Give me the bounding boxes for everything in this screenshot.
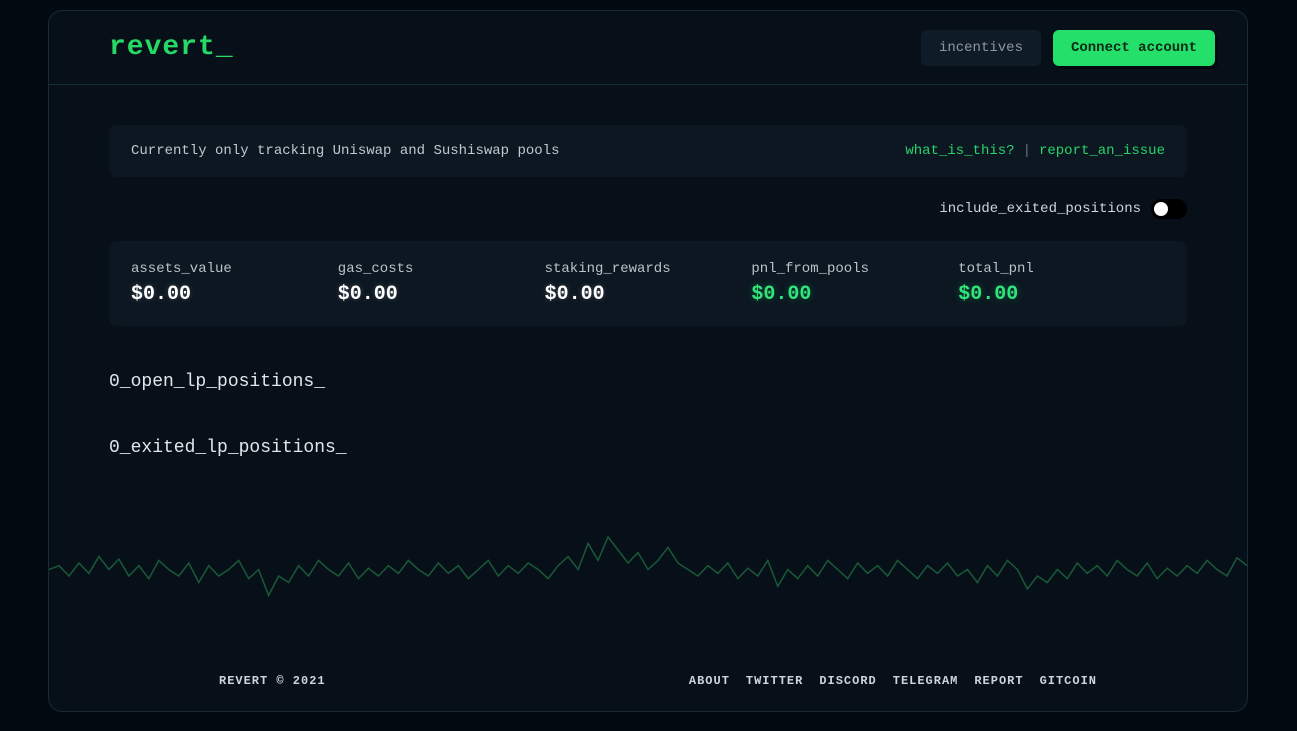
stat-value: $0.00 bbox=[751, 283, 958, 306]
stat-assets-value: assets_value $0.00 bbox=[131, 261, 338, 306]
footer-link-twitter[interactable]: TWITTER bbox=[746, 674, 803, 688]
stat-pnl-from-pools: pnl_from_pools $0.00 bbox=[751, 261, 958, 306]
stat-value: $0.00 bbox=[958, 283, 1165, 306]
stat-label: gas_costs bbox=[338, 261, 545, 277]
footer: REVERT © 2021 ABOUT TWITTER DISCORD TELE… bbox=[49, 651, 1247, 711]
stat-value: $0.00 bbox=[338, 283, 545, 306]
stat-value: $0.00 bbox=[545, 283, 752, 306]
stat-staking-rewards: staking_rewards $0.00 bbox=[545, 261, 752, 306]
toggle-knob bbox=[1154, 202, 1168, 216]
stat-label: staking_rewards bbox=[545, 261, 752, 277]
logo[interactable]: revert_ bbox=[109, 32, 234, 63]
main-content: Currently only tracking Uniswap and Sush… bbox=[49, 85, 1247, 458]
footer-copyright: REVERT © 2021 bbox=[219, 674, 326, 688]
stat-value: $0.00 bbox=[131, 283, 338, 306]
report-issue-link[interactable]: report_an_issue bbox=[1039, 143, 1165, 159]
stats-bar: assets_value $0.00 gas_costs $0.00 staki… bbox=[109, 241, 1187, 326]
header: revert_ incentives Connect account bbox=[49, 11, 1247, 85]
toggle-label: include_exited_positions bbox=[939, 201, 1141, 217]
footer-link-about[interactable]: ABOUT bbox=[689, 674, 730, 688]
include-exited-toggle[interactable] bbox=[1151, 199, 1187, 219]
footer-link-telegram[interactable]: TELEGRAM bbox=[893, 674, 959, 688]
open-positions-heading: 0_open_lp_positions_ bbox=[109, 372, 1187, 392]
stat-label: assets_value bbox=[131, 261, 338, 277]
info-separator: | bbox=[1023, 143, 1031, 159]
connect-account-button[interactable]: Connect account bbox=[1053, 30, 1215, 66]
footer-link-gitcoin[interactable]: GITCOIN bbox=[1040, 674, 1097, 688]
stat-label: total_pnl bbox=[958, 261, 1165, 277]
app-frame: revert_ incentives Connect account Curre… bbox=[48, 10, 1248, 712]
toggle-row: include_exited_positions bbox=[109, 199, 1187, 219]
footer-link-discord[interactable]: DISCORD bbox=[819, 674, 876, 688]
stat-gas-costs: gas_costs $0.00 bbox=[338, 261, 545, 306]
info-bar: Currently only tracking Uniswap and Sush… bbox=[109, 125, 1187, 177]
what-is-this-link[interactable]: what_is_this? bbox=[905, 143, 1014, 159]
incentives-button[interactable]: incentives bbox=[921, 30, 1041, 66]
background-chart bbox=[49, 511, 1247, 641]
stat-label: pnl_from_pools bbox=[751, 261, 958, 277]
info-text: Currently only tracking Uniswap and Sush… bbox=[131, 143, 559, 159]
footer-link-report[interactable]: REPORT bbox=[974, 674, 1023, 688]
stat-total-pnl: total_pnl $0.00 bbox=[958, 261, 1165, 306]
exited-positions-heading: 0_exited_lp_positions_ bbox=[109, 438, 1187, 458]
footer-links: ABOUT TWITTER DISCORD TELEGRAM REPORT GI… bbox=[689, 674, 1187, 688]
